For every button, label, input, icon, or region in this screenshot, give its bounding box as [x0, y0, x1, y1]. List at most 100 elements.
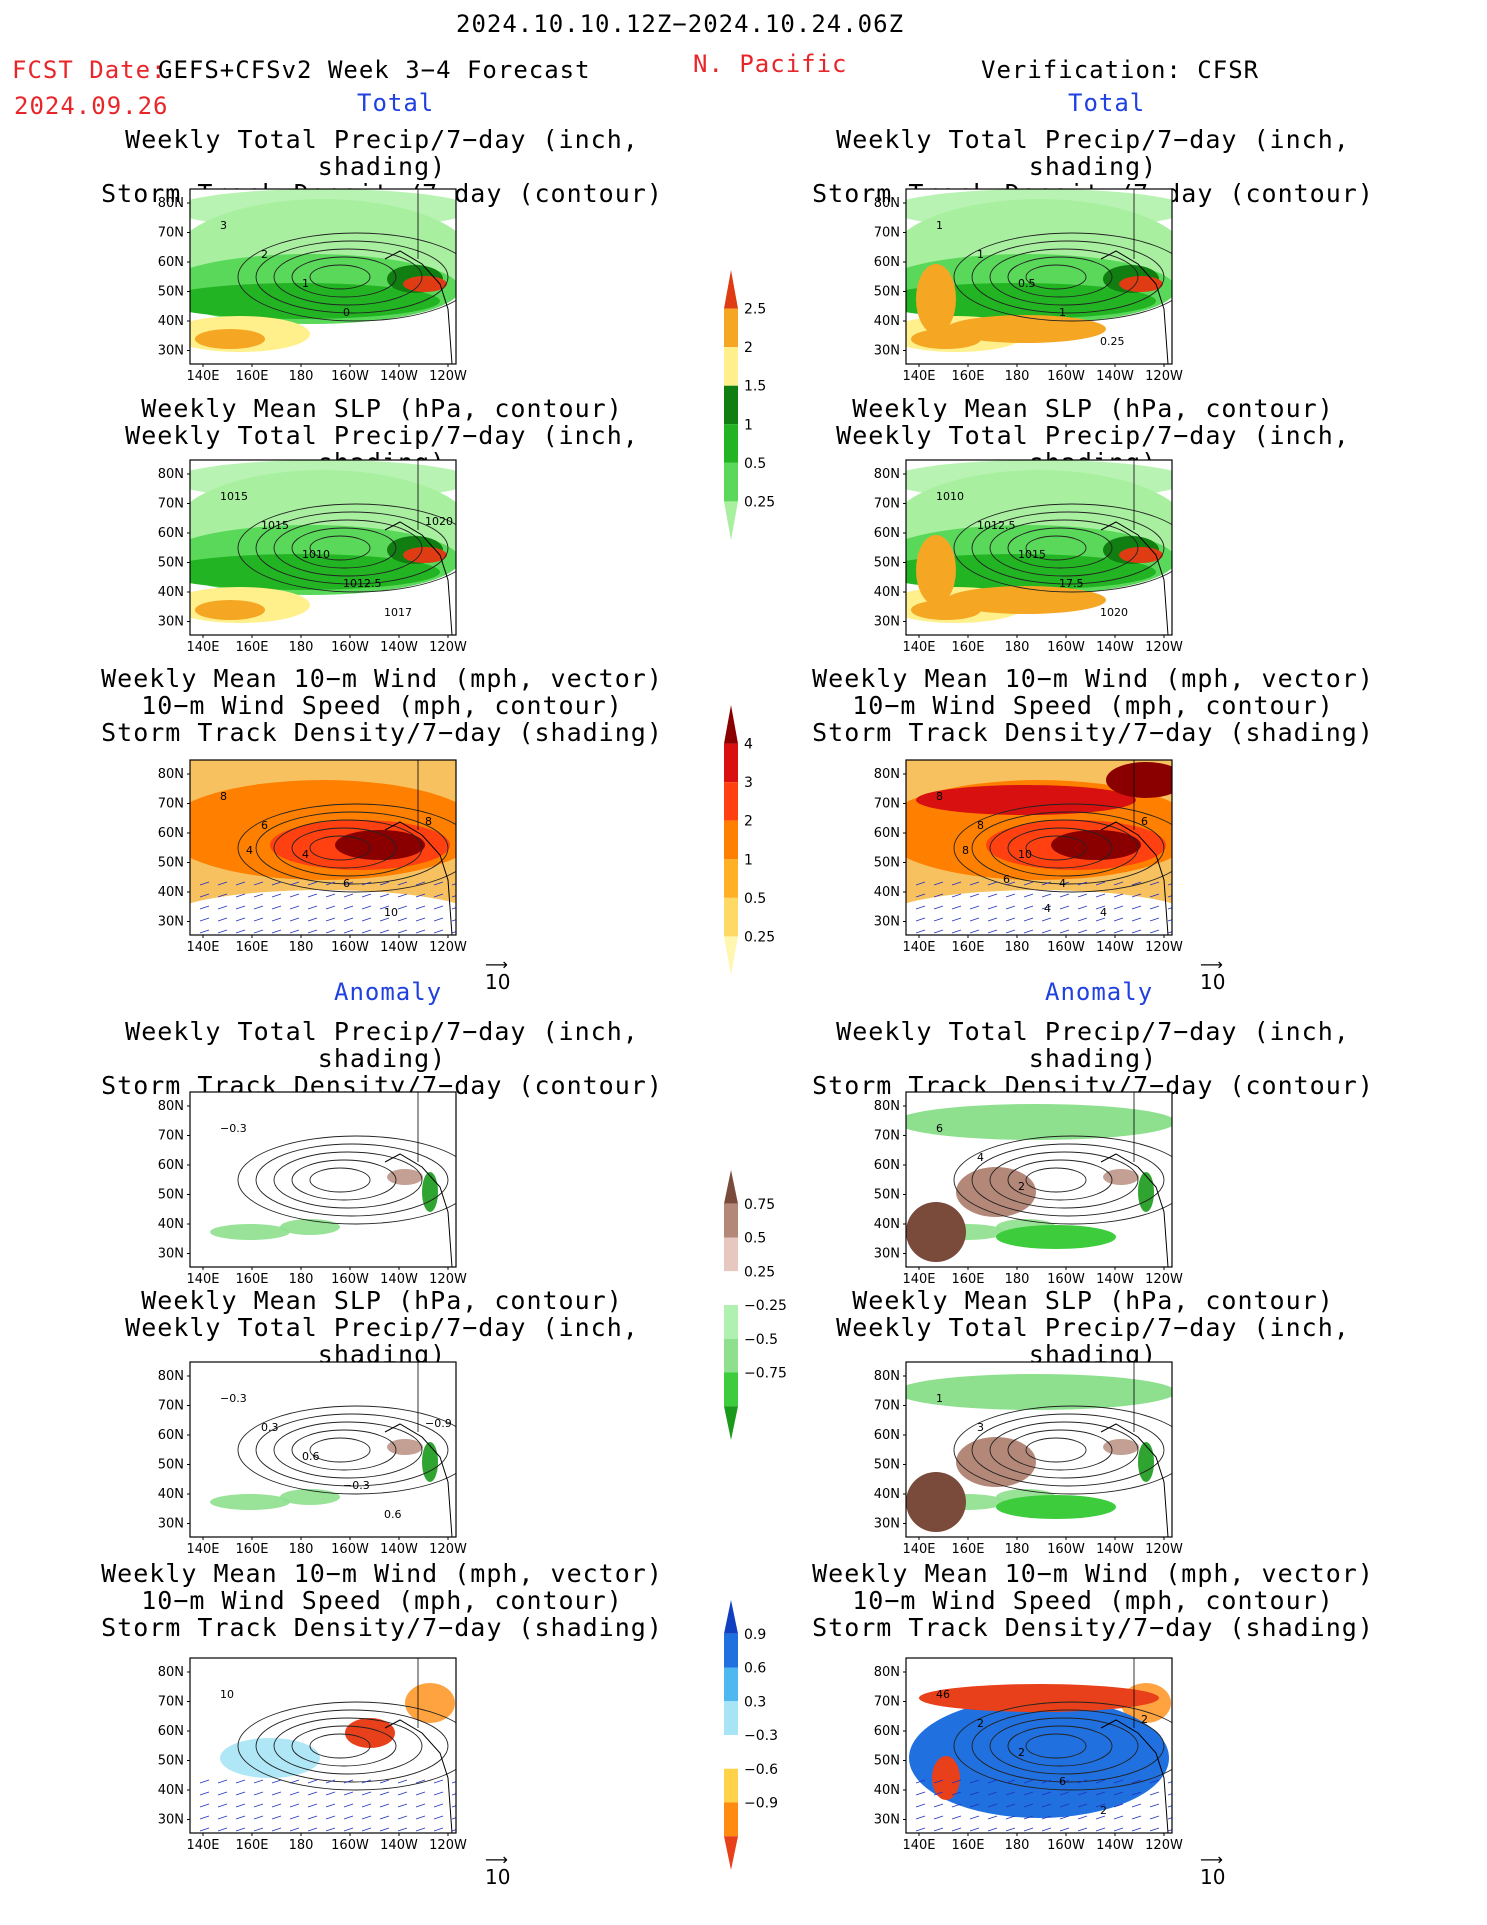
contour-label: 1010: [936, 490, 964, 503]
lon-tick-label: 140W: [380, 1542, 418, 1557]
lat-tick-label: 60N: [874, 526, 900, 541]
lat-tick-label: 50N: [874, 1458, 900, 1473]
region-label: N. Pacific: [693, 50, 848, 78]
lat-tick-label: 30N: [158, 1813, 184, 1828]
colorbar-segment: [724, 347, 738, 386]
lat-tick-label: 70N: [874, 1129, 900, 1144]
contour-label: 1012.5: [977, 519, 1016, 532]
vector-arrow-icon: ⟶: [1200, 955, 1223, 974]
lon-tick-label: 140W: [380, 369, 418, 384]
colorbar-segment: [724, 270, 738, 309]
contour-label: 3: [220, 219, 227, 232]
lat-tick-label: 80N: [158, 767, 184, 782]
lat-tick-label: 60N: [874, 826, 900, 841]
lat-tick-label: 60N: [158, 255, 184, 270]
lon-tick-label: 180: [1005, 369, 1030, 384]
colorbar-segment: [724, 859, 738, 898]
vector-reference-3: ⟶ 10: [485, 1852, 511, 1890]
lat-tick-label: 30N: [874, 1813, 900, 1828]
colorbar-label: 0.25: [744, 929, 775, 945]
lat-tick-label: 80N: [158, 467, 184, 482]
lat-tick-label: 70N: [158, 1129, 184, 1144]
plot-frame: [189, 1657, 457, 1834]
contour-label: 1015: [220, 490, 248, 503]
lon-tick-label: 180: [289, 1838, 314, 1853]
lon-tick-label: 160W: [1047, 1272, 1085, 1287]
lon-tick-label: 160E: [951, 1838, 984, 1853]
colorbar-label: 0.5: [744, 456, 766, 472]
plot-frame: [905, 759, 1173, 936]
title-line: Weekly Mean 10−m Wind (mph, vector): [812, 664, 1374, 693]
contour-label: 8: [425, 815, 432, 828]
contour-label: 6: [1003, 873, 1010, 886]
lon-tick-label: 160W: [331, 1838, 369, 1853]
lat-tick-label: 40N: [874, 1217, 900, 1232]
lat-tick-label: 80N: [158, 1099, 184, 1114]
colorbar-segment: [724, 501, 738, 540]
colorbar-segment: [724, 897, 738, 937]
lon-tick-label: 180: [289, 940, 314, 955]
model-label: GEFS+CFSv2 Week 3−4 Forecast: [158, 56, 591, 84]
colorbar-segment: [724, 1633, 738, 1668]
lat-tick-label: 50N: [158, 285, 184, 300]
colorbar-label: −0.75: [744, 1366, 787, 1382]
colorbar-segment: [724, 1667, 738, 1702]
contour-label: 17.5: [1059, 577, 1084, 590]
vector-ref-value: 10: [485, 1865, 511, 1889]
colorbar-segment: [724, 705, 738, 744]
lon-tick-label: 120W: [1145, 940, 1183, 955]
contour-label: 10: [220, 1688, 234, 1701]
contour-label: 0.25: [1100, 335, 1125, 348]
lat-tick-label: 60N: [874, 255, 900, 270]
colorbar-segment: [724, 1836, 738, 1870]
plot-frame: [905, 1657, 1173, 1834]
anomaly-label-right: Anomaly: [1045, 978, 1154, 1006]
lat-tick-label: 50N: [874, 1188, 900, 1203]
lat-tick-label: 70N: [158, 1695, 184, 1710]
lat-tick-label: 60N: [874, 1428, 900, 1443]
lat-tick-label: 60N: [158, 826, 184, 841]
contour-label: 4: [1059, 877, 1066, 890]
lon-tick-label: 120W: [1145, 369, 1183, 384]
verification-label: Verification: CFSR: [981, 56, 1260, 84]
lat-tick-label: 50N: [874, 1754, 900, 1769]
title-line: Weekly Mean 10−m Wind (mph, vector): [101, 1559, 663, 1588]
title-line: Storm Track Density/7−day (shading): [101, 718, 663, 747]
lat-tick-label: 40N: [158, 1217, 184, 1232]
lat-tick-label: 70N: [874, 1695, 900, 1710]
lon-tick-label: 120W: [1145, 1542, 1183, 1557]
colorbar-segment: [724, 424, 738, 463]
lon-tick-label: 140E: [186, 1542, 219, 1557]
vector-ref-value: 10: [1200, 1865, 1226, 1889]
vector-reference-4: ⟶ 10: [1200, 1852, 1226, 1890]
contour-label: 3: [977, 1421, 984, 1434]
contour-label: 8: [936, 790, 943, 803]
lat-tick-label: 80N: [158, 1369, 184, 1384]
lon-tick-label: 140E: [902, 940, 935, 955]
lon-tick-label: 140W: [380, 1272, 418, 1287]
contour-label: 8: [220, 790, 227, 803]
lon-tick-label: 160W: [331, 369, 369, 384]
title-line: Storm Track Density/7−day (shading): [812, 718, 1374, 747]
colorbar-segment: [724, 1305, 738, 1339]
coastline: [384, 1153, 453, 1268]
lon-tick-label: 180: [1005, 640, 1030, 655]
lon-tick-label: 160E: [235, 369, 268, 384]
colorbar-label: 1.5: [744, 379, 766, 395]
anomaly-label-left: Anomaly: [334, 978, 443, 1006]
title-p3: Weekly Mean 10−m Wind (mph, vector) 10−m …: [82, 665, 682, 746]
contour-label: 0.3: [261, 1421, 279, 1434]
lon-tick-label: 180: [1005, 940, 1030, 955]
lat-tick-label: 70N: [158, 1399, 184, 1414]
lat-tick-label: 50N: [874, 856, 900, 871]
lon-tick-label: 120W: [429, 1272, 467, 1287]
lat-tick-label: 40N: [158, 885, 184, 900]
contour-label: 10: [384, 906, 398, 919]
contour-label: −0.3: [343, 1479, 370, 1492]
colorbar-label: 0.75: [744, 1197, 775, 1213]
colorbar-segment: [724, 743, 738, 783]
lon-tick-label: 140E: [186, 369, 219, 384]
field-shading: [909, 1683, 1171, 1818]
